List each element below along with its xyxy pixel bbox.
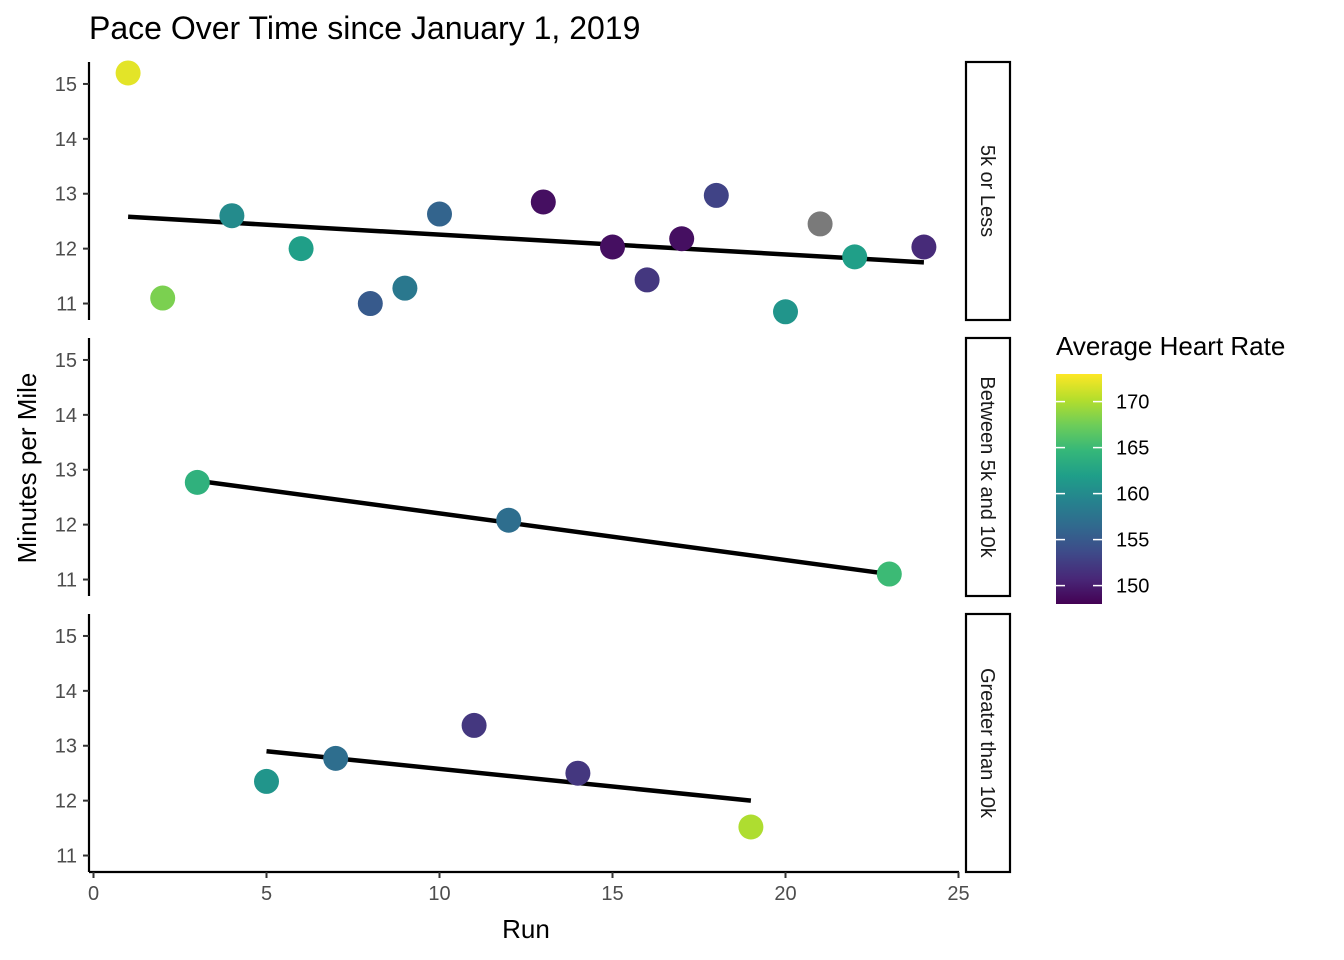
x-tick-label: 15 [601,883,623,905]
trend-line [127,214,925,265]
facet-panel: 11 12 13 14 15 5k or Less [55,60,1012,325]
facet-strip-label: Between 5k and 10k [976,376,998,558]
legend-title: Average Heart Rate [1056,331,1285,361]
y-tick-label: 14 [55,129,77,151]
colorbar [1056,374,1102,604]
data-point [634,267,660,293]
y-axis-title: Minutes per Mile [12,373,42,564]
x-axis: 0 5 10 15 20 25 [88,870,970,905]
data-point [323,745,349,771]
colorbar-label: 155 [1116,530,1149,552]
data-point [392,275,418,301]
data-point [600,234,625,260]
y-tick-label: 12 [55,239,77,261]
data-point [357,291,383,317]
facet-panel: 11 12 13 14 15 Greater than 10k [55,612,1012,874]
facet-strip-label: Greater than 10k [976,668,998,819]
data-point [184,469,210,495]
heart-rate-legend: Average Heart Rate 150 155 160 165 170 [1056,331,1285,604]
colorbar-label: 160 [1116,484,1149,506]
y-tick-label: 13 [55,736,77,758]
y-tick-label: 11 [56,570,77,592]
y-tick-label: 15 [55,626,77,648]
y-tick-label: 13 [55,460,77,482]
data-point [807,211,833,237]
y-tick-label: 15 [55,350,77,372]
y-tick-label: 14 [55,405,77,427]
data-point [669,226,695,252]
data-point [530,189,556,215]
x-axis-title: Run [502,914,550,944]
data-point [842,244,868,270]
data-point [565,760,591,786]
data-point [427,201,452,227]
data-point [773,299,798,325]
y-tick-label: 12 [55,791,77,813]
colorbar-label: 170 [1116,392,1149,414]
facet-strip [964,60,1012,322]
x-tick-label: 0 [88,883,99,905]
facet-panels: 11 12 13 14 15 5k or Less 11 12 13 14 15 Between 5k… [55,60,1012,874]
facet-strip-label: 5k or Less [976,145,998,237]
x-tick-label: 25 [947,883,969,905]
data-point [738,814,764,840]
facet-strip [964,612,1012,874]
y-tick-label: 14 [55,681,77,703]
data-point [219,203,245,229]
facet-strip [964,336,1012,598]
colorbar-label: 150 [1116,576,1149,598]
data-point [876,561,902,587]
data-point [254,768,279,794]
y-tick-label: 15 [55,74,77,96]
x-tick-label: 5 [261,883,272,905]
facet-panel: 11 12 13 14 15 Between 5k and 10k [55,336,1012,598]
y-tick-label: 13 [55,184,77,206]
data-point [150,285,176,311]
trend-line [196,478,890,577]
data-point [288,236,314,262]
y-tick-label: 12 [55,515,77,537]
y-tick-label: 11 [56,846,77,868]
y-tick-label: 11 [56,294,77,316]
data-point [911,234,937,260]
x-tick-label: 20 [774,883,796,905]
x-tick-label: 10 [428,883,450,905]
data-point [115,60,141,86]
data-point [703,182,729,208]
chart-title: Pace Over Time since January 1, 2019 [89,10,640,46]
data-point [496,507,522,533]
colorbar-label: 165 [1116,438,1149,460]
data-point [461,712,487,738]
